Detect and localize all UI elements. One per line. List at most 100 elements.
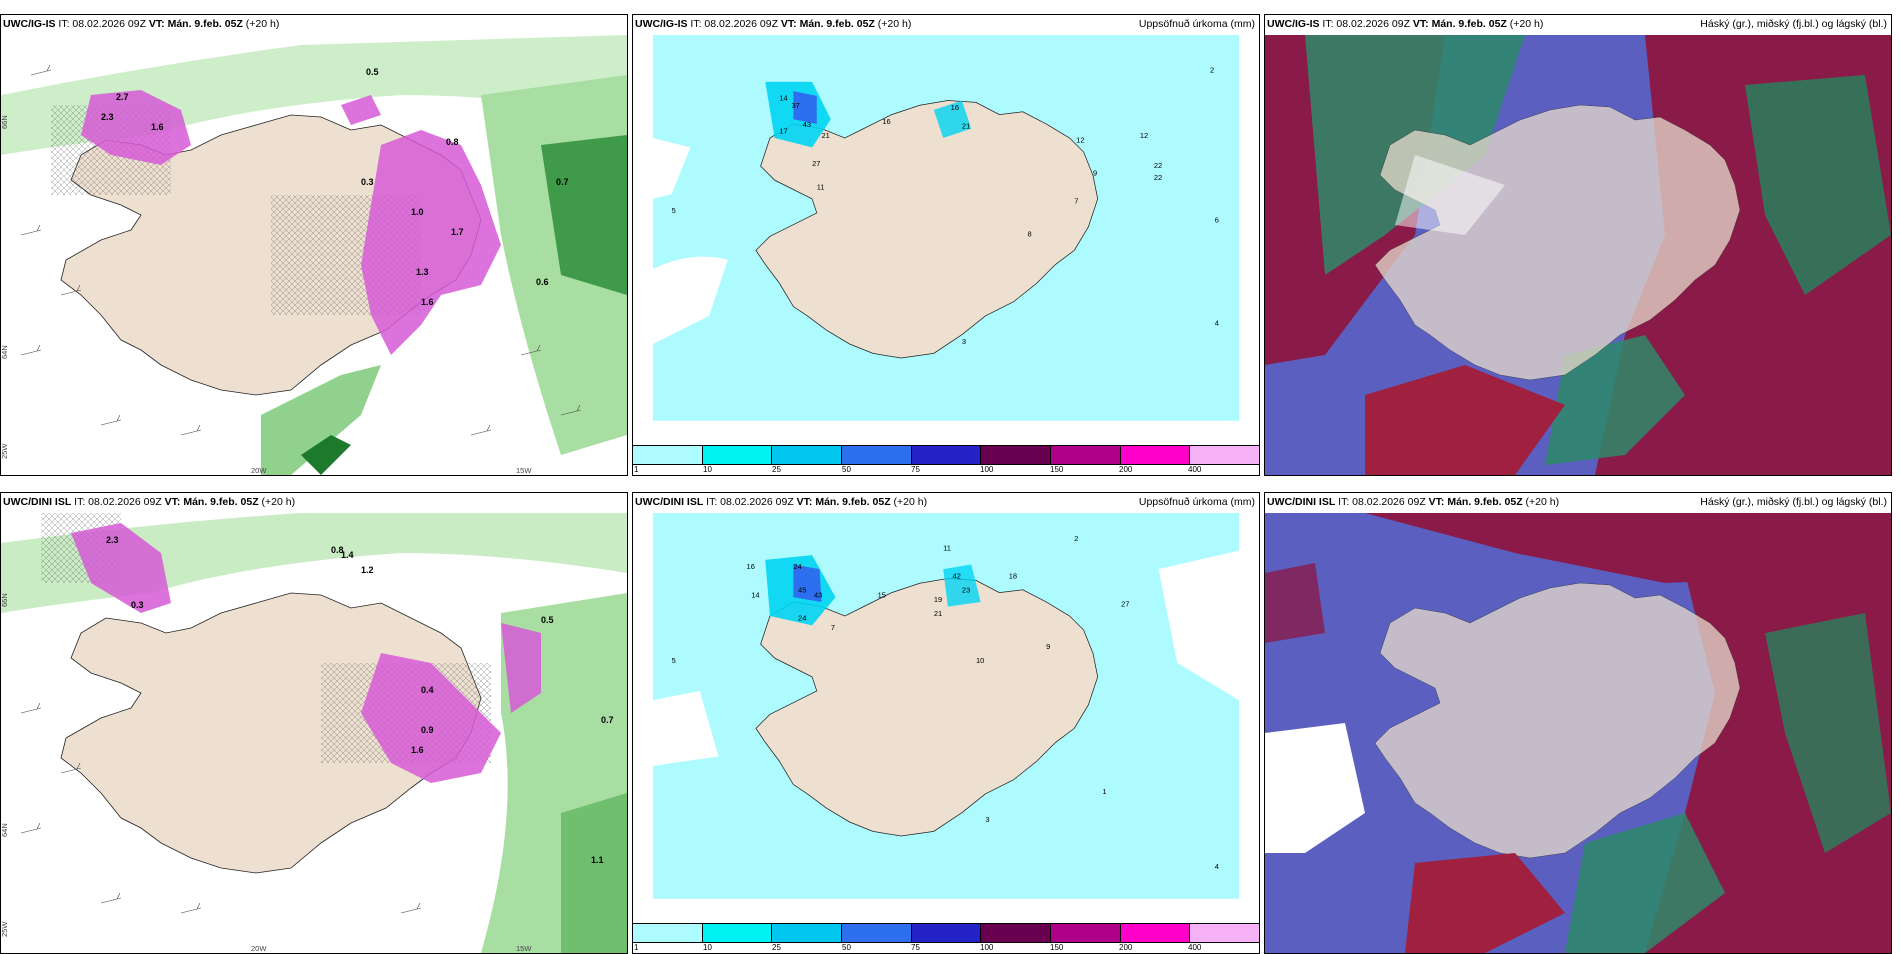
svg-text:1.1: 1.1 (591, 855, 604, 865)
svg-text:0.6: 0.6 (536, 277, 549, 287)
svg-text:1: 1 (1102, 787, 1106, 796)
svg-text:9: 9 (1093, 168, 1097, 177)
svg-text:12: 12 (1140, 131, 1148, 140)
panel-top-middle: UWC/IG-IS IT: 08.02.2026 09Z VT: Mán. 9.… (632, 14, 1260, 476)
panel-subtitle: Háský (gr.), miðský (fj.bl.) og lágský (… (1700, 18, 1887, 30)
svg-text:27: 27 (812, 159, 820, 168)
svg-text:11: 11 (817, 183, 825, 192)
svg-text:2.3: 2.3 (101, 112, 114, 122)
snow-value-labels: 2.3 1.4 1.2 0.8 0.4 0.7 0.9 1.1 1.6 0.5 … (106, 535, 614, 865)
colorbar-ticks: 1 10 25 50 75 100 150 200 400 (634, 943, 1202, 952)
svg-text:1.3: 1.3 (416, 267, 429, 277)
svg-text:7: 7 (1074, 197, 1078, 206)
panel-title: UWC/IG-IS IT: 08.02.2026 09Z VT: Mán. 9.… (1267, 18, 1544, 30)
panel-title: UWC/IG-IS IT: 08.02.2026 09Z VT: Mán. 9.… (635, 18, 912, 30)
svg-text:2.7: 2.7 (116, 92, 129, 102)
svg-text:8: 8 (1027, 229, 1031, 238)
svg-text:5: 5 (672, 206, 676, 215)
svg-text:0.5: 0.5 (366, 67, 379, 77)
svg-text:4: 4 (1215, 318, 1219, 327)
panel-title: UWC/IG-IS IT: 08.02.2026 09Z VT: Mán. 9.… (3, 18, 280, 30)
svg-text:0.5: 0.5 (541, 615, 554, 625)
svg-text:21: 21 (962, 122, 970, 131)
panel-title: UWC/DINI ISL IT: 08.02.2026 09Z VT: Mán.… (3, 496, 296, 508)
svg-text:16: 16 (951, 103, 959, 112)
svg-text:1.6: 1.6 (151, 122, 164, 132)
svg-text:21: 21 (934, 609, 942, 618)
snow-depth-map: 2.7 1.6 2.3 1.0 0.8 1.3 0.5 0.7 1.6 1.7 … (1, 35, 627, 475)
snow-depth-map: 2.3 1.4 1.2 0.8 0.4 0.7 0.9 1.1 1.6 0.5 … (1, 513, 627, 953)
precipitation-map: 14 37 43 21 16 17 27 11 12 16 22 21 12 2… (652, 35, 1240, 421)
svg-text:25W: 25W (1, 921, 9, 937)
cloud-cover-map (1265, 513, 1891, 953)
panel-title: UWC/DINI ISL IT: 08.02.2026 09Z VT: Mán.… (635, 496, 928, 508)
svg-text:10: 10 (976, 656, 984, 665)
svg-text:27: 27 (1121, 600, 1129, 609)
svg-text:25W: 25W (1, 443, 9, 459)
cloud-cover-map (1265, 35, 1891, 475)
wind-barbs (20, 64, 582, 436)
svg-text:14: 14 (751, 590, 759, 599)
svg-text:1.0: 1.0 (411, 207, 424, 217)
wind-barbs (20, 702, 422, 914)
svg-text:11: 11 (943, 543, 951, 552)
svg-text:5: 5 (672, 656, 676, 665)
panel-subtitle: Háský (gr.), miðský (fj.bl.) og lágský (… (1700, 496, 1887, 508)
svg-text:2: 2 (1074, 534, 1078, 543)
svg-text:42: 42 (953, 572, 961, 581)
svg-text:14: 14 (779, 94, 787, 103)
panel-top-left: UWC/IG-IS IT: 08.02.2026 09Z VT: Mán. 9.… (0, 14, 628, 476)
svg-text:16: 16 (882, 117, 890, 126)
svg-text:9: 9 (1046, 642, 1050, 651)
svg-text:2.3: 2.3 (106, 535, 119, 545)
precip-value-labels: 16 24 45 43 14 24 15 42 18 19 23 21 27 1… (672, 534, 1219, 871)
snow-value-labels: 2.7 1.6 2.3 1.0 0.8 1.3 0.5 0.7 1.6 1.7 … (101, 67, 569, 307)
svg-text:37: 37 (792, 101, 800, 110)
svg-text:0.8: 0.8 (331, 545, 344, 555)
svg-text:45: 45 (798, 586, 806, 595)
svg-text:22: 22 (1154, 173, 1162, 182)
panel-bottom-left: UWC/DINI ISL IT: 08.02.2026 09Z VT: Mán.… (0, 492, 628, 954)
precipitation-map: 16 24 45 43 14 24 15 42 18 19 23 21 27 1… (652, 513, 1240, 899)
precip-value-labels: 14 37 43 21 16 17 27 11 12 16 22 21 12 2… (672, 65, 1219, 346)
panel-bottom-right: UWC/DINI ISL IT: 08.02.2026 09Z VT: Mán.… (1264, 492, 1892, 954)
svg-text:1.6: 1.6 (421, 297, 434, 307)
precip-colorbar (633, 445, 1259, 465)
svg-text:6: 6 (1215, 215, 1219, 224)
svg-text:66N: 66N (1, 115, 9, 129)
svg-text:0.8: 0.8 (446, 137, 459, 147)
svg-text:1.7: 1.7 (451, 227, 464, 237)
svg-text:64N: 64N (1, 345, 9, 359)
svg-text:0.4: 0.4 (421, 685, 434, 695)
svg-text:15: 15 (878, 590, 886, 599)
svg-text:22: 22 (1154, 161, 1162, 170)
svg-text:20W: 20W (251, 944, 267, 953)
svg-text:20W: 20W (251, 466, 267, 475)
svg-text:66N: 66N (1, 593, 9, 607)
svg-text:1.6: 1.6 (411, 745, 424, 755)
svg-text:4: 4 (1215, 862, 1219, 871)
svg-text:17: 17 (779, 126, 787, 135)
svg-text:0.9: 0.9 (421, 725, 434, 735)
svg-text:3: 3 (962, 337, 966, 346)
panel-subtitle: Uppsöfnuð úrkoma (mm) (1138, 496, 1255, 508)
svg-text:19: 19 (934, 595, 942, 604)
svg-text:23: 23 (962, 586, 970, 595)
panel-top-right: UWC/IG-IS IT: 08.02.2026 09Z VT: Mán. 9.… (1264, 14, 1892, 476)
panel-title: UWC/DINI ISL IT: 08.02.2026 09Z VT: Mán.… (1267, 496, 1560, 508)
svg-text:0.3: 0.3 (131, 600, 144, 610)
svg-text:0.3: 0.3 (361, 177, 374, 187)
svg-text:1.4: 1.4 (341, 550, 354, 560)
svg-text:15W: 15W (516, 944, 532, 953)
svg-text:15W: 15W (516, 466, 532, 475)
svg-text:7: 7 (831, 623, 835, 632)
svg-text:64N: 64N (1, 823, 9, 837)
svg-text:24: 24 (793, 562, 801, 571)
colorbar-ticks: 1 10 25 50 75 100 150 200 400 (634, 465, 1202, 474)
svg-text:1.2: 1.2 (361, 565, 374, 575)
svg-text:18: 18 (1009, 572, 1017, 581)
svg-text:3: 3 (985, 815, 989, 824)
panel-bottom-middle: UWC/DINI ISL IT: 08.02.2026 09Z VT: Mán.… (632, 492, 1260, 954)
svg-text:43: 43 (803, 120, 811, 129)
svg-text:12: 12 (1076, 136, 1084, 145)
